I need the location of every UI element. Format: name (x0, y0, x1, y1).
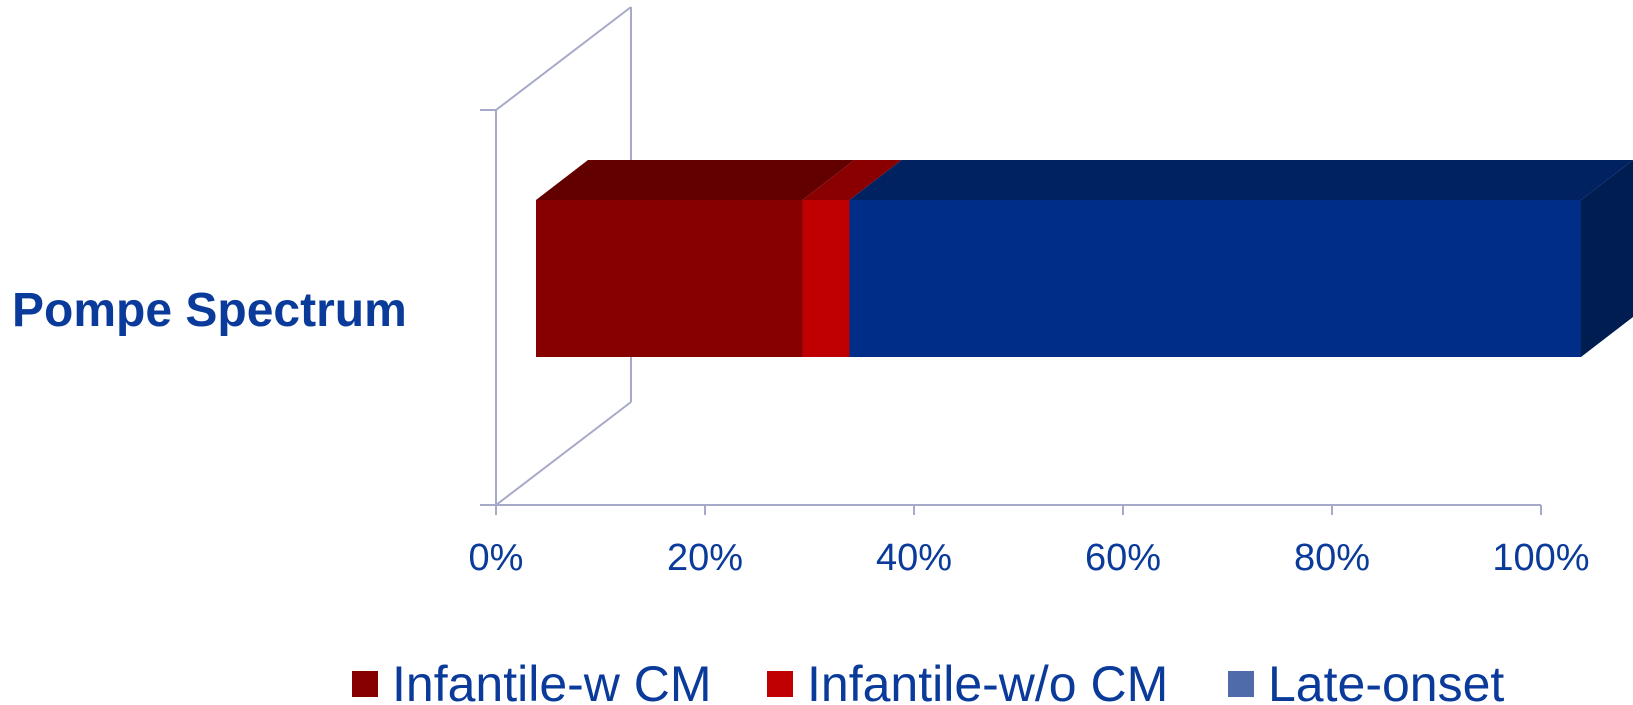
category-labels: Pompe Spectrum (12, 284, 407, 337)
legend: Infantile-w CM Infantile-w/o CM Late-onset (352, 656, 1504, 705)
bars (536, 160, 1633, 357)
category-label: Pompe Spectrum (12, 284, 407, 337)
frame-top-diagonal (495, 6, 632, 111)
legend-label-2: Infantile-w/o CM (807, 656, 1168, 705)
x-tick-label: 40% (876, 537, 952, 579)
legend-label-3: Late-onset (1268, 656, 1504, 705)
bar-segment-2 (802, 200, 850, 357)
bar-segment-3 (849, 200, 1581, 357)
x-tick-label: 80% (1294, 537, 1370, 579)
bar-top-face-3 (849, 160, 1633, 200)
legend-label-1: Infantile-w CM (392, 656, 712, 705)
x-tick-label: 20% (667, 537, 743, 579)
x-tick-label: 100% (1492, 537, 1589, 579)
x-tick-label: 0% (469, 537, 524, 579)
bar-top-face-2 (802, 160, 902, 200)
legend-swatch-2 (767, 671, 793, 697)
frame-bottom-diagonal (495, 401, 632, 506)
x-tick-labels: 0% 20% 40% 60% 80% 100% (469, 537, 1590, 579)
bar-side-face (1581, 160, 1633, 357)
bar-segment-1 (536, 200, 803, 357)
legend-swatch-1 (352, 671, 378, 697)
bar-top-face-1 (536, 160, 855, 200)
legend-swatch-3 (1228, 671, 1254, 697)
x-tick-label: 60% (1085, 537, 1161, 579)
